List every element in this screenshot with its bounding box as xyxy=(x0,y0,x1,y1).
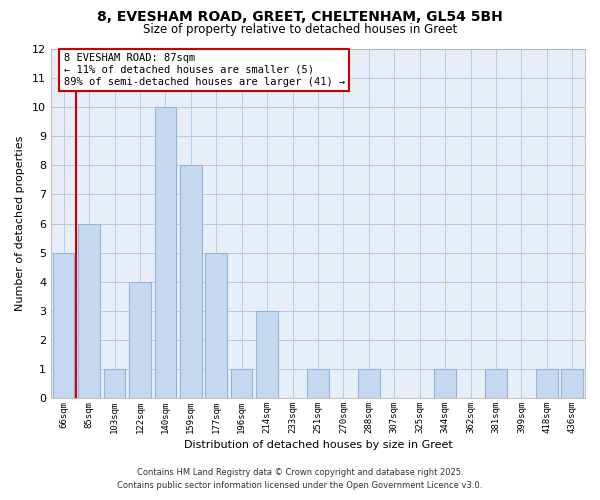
Bar xyxy=(104,369,125,398)
Y-axis label: Number of detached properties: Number of detached properties xyxy=(15,136,25,311)
Bar xyxy=(180,166,202,398)
Bar xyxy=(129,282,151,398)
Text: Contains HM Land Registry data © Crown copyright and database right 2025.
Contai: Contains HM Land Registry data © Crown c… xyxy=(118,468,482,490)
Bar xyxy=(53,252,74,398)
Text: 8 EVESHAM ROAD: 87sqm
← 11% of detached houses are smaller (5)
89% of semi-detac: 8 EVESHAM ROAD: 87sqm ← 11% of detached … xyxy=(64,54,345,86)
Bar xyxy=(205,252,227,398)
Bar xyxy=(256,311,278,398)
X-axis label: Distribution of detached houses by size in Greet: Distribution of detached houses by size … xyxy=(184,440,452,450)
Bar xyxy=(562,369,583,398)
Bar xyxy=(231,369,253,398)
Bar xyxy=(434,369,456,398)
Bar xyxy=(155,107,176,398)
Text: 8, EVESHAM ROAD, GREET, CHELTENHAM, GL54 5BH: 8, EVESHAM ROAD, GREET, CHELTENHAM, GL54… xyxy=(97,10,503,24)
Bar xyxy=(307,369,329,398)
Text: Size of property relative to detached houses in Greet: Size of property relative to detached ho… xyxy=(143,22,457,36)
Bar xyxy=(485,369,507,398)
Bar xyxy=(536,369,557,398)
Bar xyxy=(358,369,380,398)
Bar xyxy=(78,224,100,398)
